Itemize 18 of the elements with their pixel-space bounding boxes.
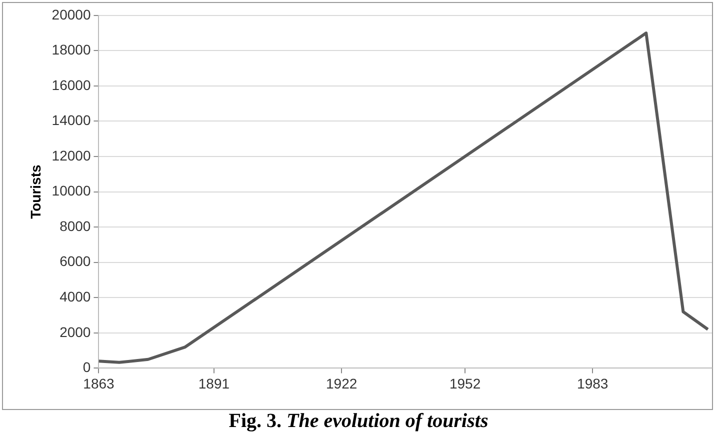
caption: Fig. 3. The evolution of tourists — [228, 410, 488, 432]
y-tick-label: 0 — [82, 359, 91, 376]
y-tick-label: 8000 — [60, 218, 91, 234]
x-tick-label: 1952 — [449, 375, 481, 392]
x-tick-label: 1863 — [83, 375, 115, 392]
y-tick-label: 20000 — [52, 6, 91, 22]
y-tick-label: 14000 — [52, 112, 91, 128]
y-tick-label: 18000 — [52, 42, 91, 58]
y-tick-label: 10000 — [52, 182, 91, 199]
x-tick-label: 1891 — [198, 375, 230, 392]
y-tick-label: 2000 — [60, 324, 91, 340]
y-tick-label: 16000 — [52, 76, 91, 93]
y-tick-label: 12000 — [52, 147, 91, 164]
x-tick-label: 1983 — [577, 375, 608, 392]
y-tick-label: 6000 — [60, 253, 91, 270]
y-tick-label: 4000 — [60, 288, 91, 304]
y-axis-title: Tourists — [27, 164, 44, 219]
x-tick-label: 1922 — [326, 375, 358, 392]
